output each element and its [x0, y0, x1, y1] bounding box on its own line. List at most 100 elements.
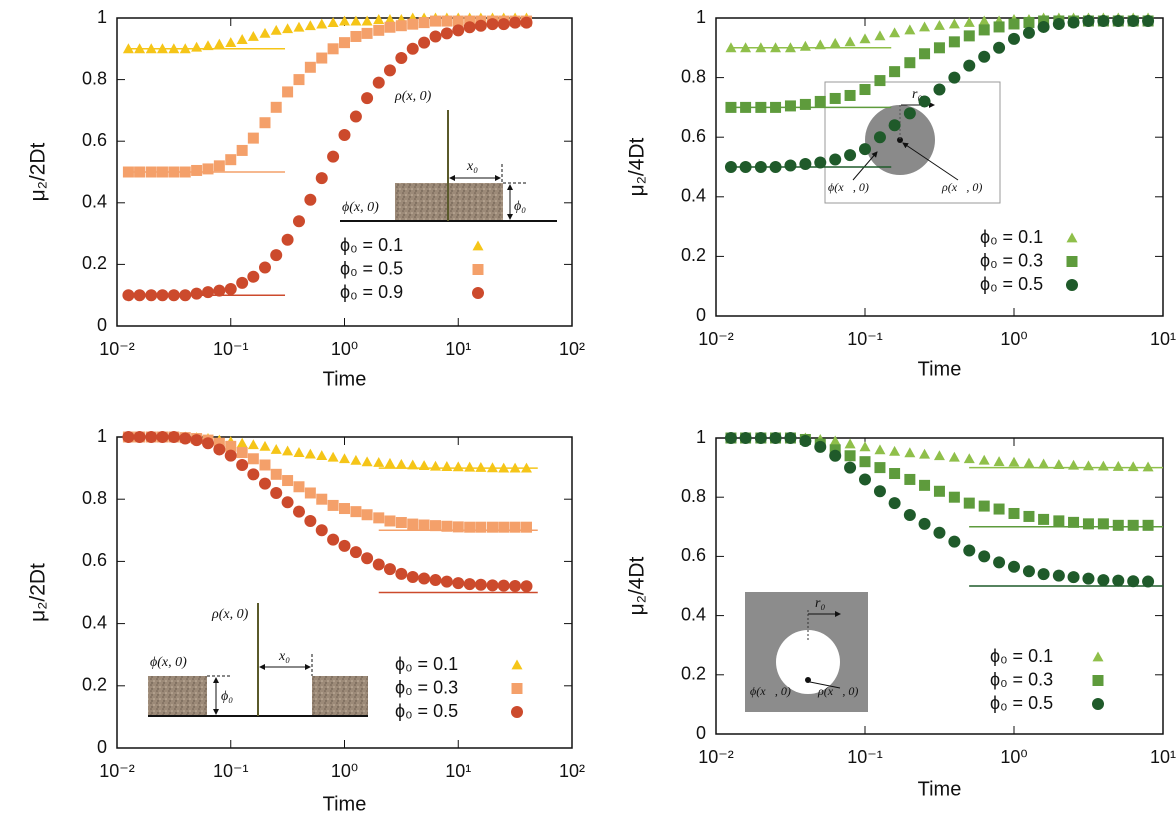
legend-label: ϕ₀ = 0.3 — [395, 677, 458, 697]
square-marker — [247, 453, 259, 465]
square-marker — [361, 27, 373, 39]
triangle-marker — [384, 457, 396, 468]
inset-label: x₀ — [278, 649, 290, 664]
triangle-marker — [829, 37, 841, 48]
inset-label: ϕ(x⃗, 0) — [750, 684, 791, 698]
circle-marker — [1097, 574, 1110, 587]
circle-marker — [395, 52, 408, 65]
y-tick-label: 0.4 — [82, 192, 107, 212]
square-marker — [1068, 516, 1080, 528]
triangle-marker — [755, 42, 767, 53]
legend-marker — [1092, 651, 1104, 662]
square-marker — [1023, 510, 1035, 522]
square-marker — [464, 15, 476, 27]
inset-label: ϕ₀ — [221, 689, 233, 704]
circle-marker — [315, 524, 328, 537]
legend-marker — [511, 706, 523, 718]
legend-label: ϕ₀ = 0.5 — [395, 701, 458, 721]
legend-label: ϕ₀ = 0.3 — [980, 250, 1043, 270]
circle-marker — [474, 19, 487, 32]
square-marker — [350, 506, 362, 518]
triangle-marker — [904, 447, 916, 458]
arrow — [809, 681, 841, 689]
circle-marker — [429, 574, 442, 587]
square-marker — [1023, 16, 1035, 28]
y-tick-label: 0.2 — [82, 253, 107, 273]
square-marker — [441, 520, 453, 532]
circle-marker — [133, 289, 146, 302]
x-tick-label: 10⁰ — [1000, 747, 1027, 767]
triangle-marker — [1053, 459, 1065, 470]
circle-marker — [799, 434, 812, 447]
triangle-marker — [225, 37, 237, 48]
legend-label: ϕ₀ = 0.1 — [990, 646, 1053, 666]
y-tick-label: 0.4 — [681, 186, 706, 206]
circle-marker — [486, 579, 499, 592]
square-marker — [520, 521, 532, 533]
circle-marker — [978, 50, 991, 63]
triangle-marker — [799, 40, 811, 51]
square-marker — [316, 493, 328, 505]
triangle-marker — [384, 14, 396, 24]
y-tick-label: 0 — [696, 305, 706, 325]
y-tick-label: 0.2 — [681, 245, 706, 265]
circle-marker — [292, 215, 305, 228]
triangle-marker — [122, 43, 134, 54]
circle-marker — [190, 434, 203, 447]
triangle-marker — [418, 460, 430, 471]
triangle-marker — [963, 16, 975, 27]
triangle-marker — [814, 39, 826, 50]
square-marker — [122, 166, 134, 178]
y-tick-label: 0.6 — [681, 545, 706, 565]
square-marker — [859, 84, 871, 96]
center — [805, 677, 811, 683]
triangle-marker — [919, 448, 931, 459]
triangle-marker — [889, 445, 901, 456]
triangle-marker — [486, 462, 498, 473]
square-marker — [919, 479, 931, 491]
inset-step: ρ(x, 0) x₀ ϕ₀ ϕ(x, 0) — [340, 89, 557, 222]
circle-marker — [963, 59, 976, 72]
triangle-marker — [1112, 460, 1124, 471]
legend-marker — [1066, 279, 1078, 291]
square-marker — [755, 101, 767, 113]
hole — [776, 630, 840, 694]
square-marker — [168, 166, 180, 178]
y-tick-label: 0.4 — [681, 604, 706, 624]
triangle-marker — [293, 447, 305, 457]
triangle-marker — [361, 456, 373, 467]
circle-marker — [520, 16, 533, 29]
circle-marker — [903, 508, 916, 521]
circle-marker — [1112, 14, 1125, 27]
triangle-marker — [339, 15, 350, 26]
triangle-marker — [361, 15, 373, 26]
circle-marker — [247, 270, 260, 283]
circle-marker — [769, 161, 782, 173]
square-marker — [948, 491, 960, 503]
square-marker — [327, 43, 339, 55]
square-marker — [282, 475, 294, 487]
square-marker — [904, 57, 916, 69]
triangle-marker — [145, 43, 157, 54]
square-marker — [874, 462, 886, 474]
circle-marker — [133, 431, 146, 443]
inset-label: r₀ — [912, 87, 922, 102]
legend-label: ϕ₀ = 0.1 — [395, 654, 458, 674]
x-axis-label: Time — [918, 358, 962, 380]
triangle-marker — [316, 450, 328, 461]
circle-marker — [1008, 560, 1020, 573]
square-marker — [213, 160, 225, 172]
inset-label: ρ(x⃗, 0) — [817, 684, 858, 698]
square-marker — [1053, 515, 1065, 527]
square-marker — [259, 117, 271, 129]
square-marker — [963, 30, 975, 42]
circle-marker — [1022, 565, 1035, 578]
circle-marker — [814, 156, 827, 169]
triangle-marker — [293, 21, 305, 32]
circle-marker — [520, 580, 533, 593]
circle-marker — [486, 18, 499, 31]
circle-marker — [327, 150, 340, 163]
y-axis-label: μ₂/4Dt — [626, 137, 649, 196]
triangle-marker — [725, 42, 737, 53]
square-marker — [889, 468, 901, 480]
